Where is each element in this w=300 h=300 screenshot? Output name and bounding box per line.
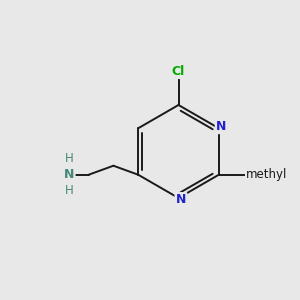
Text: H: H [65, 152, 74, 165]
Text: H: H [65, 184, 74, 197]
Text: N: N [64, 168, 75, 181]
Text: methyl: methyl [246, 168, 287, 181]
Text: Cl: Cl [172, 65, 185, 78]
Text: N: N [176, 193, 186, 206]
Text: N: N [216, 120, 226, 133]
